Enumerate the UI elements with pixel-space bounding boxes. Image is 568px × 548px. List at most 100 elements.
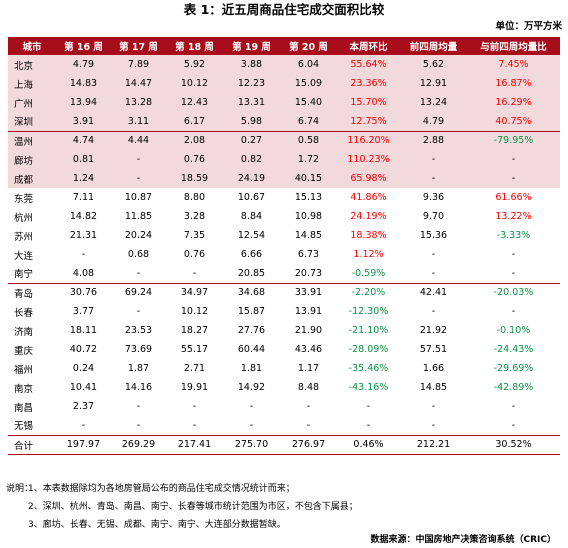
week19-cell: 275.70 (223, 434, 280, 455)
city-cell: 北京 (14, 60, 34, 72)
week16-cell: 10.41 (69, 382, 98, 393)
week16-cell: 14.82 (69, 211, 98, 222)
note-text: 3、廊坊、长春、无锡、成都、南宁、南宁、大连部分数据暂缺。 (28, 520, 286, 530)
avg4-cell: 4.79 (422, 115, 445, 127)
city-cell: 无锡 (14, 421, 34, 433)
week16-cell: 18.11 (69, 325, 98, 336)
wow-cell: 116.20% (337, 130, 400, 150)
table-row: 苏州 21.31 20.24 7.35 12.54 14.85 18.38% 15.36 -3.… (8, 226, 560, 245)
week20-cell: 6.73 (297, 249, 320, 260)
week19-cell: 1.81 (240, 363, 263, 374)
city-cell: 南昌 (14, 402, 34, 414)
week19-cell: 6.66 (240, 249, 263, 260)
week19-cell: 24.19 (237, 173, 266, 184)
avg4-cell: 14.85 (419, 382, 448, 393)
avg4-cell: 13.24 (419, 97, 448, 108)
vs-avg-cell: - (511, 306, 516, 317)
wow-cell: 23.36% (350, 78, 387, 89)
wow-cell: -2.20% (337, 282, 400, 302)
city-cell: 廊坊 (14, 155, 34, 167)
week20-cell: 15.40 (294, 97, 323, 108)
vs-avg-cell: 13.22% (495, 211, 532, 222)
table-title: 表 1：近五周商品住宅成交面积比较 (183, 2, 385, 17)
table-row: 廊坊 0.81 - 0.76 0.82 1.72 110.23% - - (8, 150, 560, 169)
city-cell: 上海 (14, 79, 34, 91)
wow-cell: -12.30% (348, 306, 389, 317)
week17-cell: 3.11 (127, 115, 150, 127)
week18-cell: - (192, 401, 197, 412)
avg4-cell: - (431, 401, 436, 412)
week18-cell: 18.59 (180, 173, 209, 184)
note-text: 1、本表数据除均为各地房管局公布的商品住宅成交情况统计而来； (28, 484, 295, 494)
wow-cell: 110.23% (347, 154, 390, 165)
week20-cell: 8.48 (297, 382, 320, 393)
vs-avg-cell: -79.95% (467, 130, 560, 150)
week17-cell: 7.89 (127, 59, 150, 70)
wow-cell: - (366, 401, 371, 412)
city-cell: 福州 (14, 364, 34, 376)
table-row: 杭州 14.82 11.85 3.28 8.84 10.98 24.19% 9.70 13.22… (8, 207, 560, 226)
avg4-cell: 9.36 (422, 192, 445, 203)
week16-cell: 197.97 (56, 434, 111, 455)
week20-cell: 6.74 (297, 115, 320, 127)
week20-cell: 21.90 (294, 325, 323, 336)
table-row: 无锡 - - - - - - - - (8, 416, 560, 435)
wow-cell: 18.38% (350, 230, 387, 241)
avg4-cell: 2.88 (400, 130, 467, 150)
city-cell: 成都 (14, 174, 34, 186)
city-cell: 温州 (8, 130, 56, 150)
table-row: 福州 0.24 1.87 2.71 1.81 1.17 -35.46% 1.66 -29.69% (8, 359, 560, 378)
table-row: 长春 3.77 - 10.12 15.87 13.91 -12.30% - - (8, 302, 560, 321)
wow-cell: 65.98% (350, 173, 387, 184)
city-cell: 苏州 (14, 231, 34, 243)
week17-cell: - (136, 419, 141, 431)
avg4-cell: 57.51 (419, 344, 448, 355)
avg4-cell: 15.36 (419, 230, 448, 241)
week16-cell: 4.74 (56, 130, 111, 150)
city-cell: 深圳 (14, 117, 34, 129)
wow-cell: 1.12% (353, 249, 384, 260)
week16-cell: 1.24 (72, 173, 95, 184)
vs-avg-cell: 40.75% (495, 115, 532, 127)
week19-cell: 5.98 (240, 115, 263, 127)
week19-cell: 8.84 (240, 211, 263, 222)
week20-cell: 10.98 (294, 211, 323, 222)
note-text: 2、深圳、杭州、青岛、南昌、南宁、长春等城市统计范围为市区，不包含下属县； (28, 502, 358, 512)
avg4-cell: - (431, 419, 436, 431)
week17-cell: 73.69 (124, 344, 153, 355)
week16-cell: 0.81 (72, 154, 95, 165)
week19-cell: 60.44 (237, 344, 266, 355)
week18-cell: 10.12 (180, 306, 209, 317)
col-header-week17: 第 17 周 (119, 42, 158, 53)
week18-cell: 55.17 (180, 344, 209, 355)
week18-cell: 10.12 (180, 78, 209, 89)
wow-cell: 0.46% (337, 434, 400, 455)
week16-cell: 21.31 (69, 230, 98, 241)
transaction-area-table: 城市 第 16 周 第 17 周 第 18 周 第 19 周 第 20 周 本周… (8, 37, 560, 455)
week19-cell: 34.68 (223, 282, 280, 302)
table-header-row: 城市 第 16 周 第 17 周 第 18 周 第 19 周 第 20 周 本周… (8, 37, 560, 55)
week18-cell: - (192, 267, 197, 279)
week18-cell: - (192, 419, 197, 431)
col-header-week18: 第 18 周 (175, 42, 214, 53)
week17-cell: 69.24 (111, 282, 166, 302)
week17-cell: 14.47 (124, 78, 153, 89)
week18-cell: 19.91 (180, 382, 209, 393)
week17-cell: 14.16 (124, 382, 153, 393)
wow-cell: 24.19% (350, 211, 387, 222)
vs-avg-cell: 16.87% (495, 78, 532, 89)
col-header-week16: 第 16 周 (64, 42, 103, 53)
week17-cell: 4.44 (111, 130, 166, 150)
vs-avg-cell: - (511, 154, 516, 165)
vs-avg-cell: - (511, 267, 516, 279)
week20-cell: 6.04 (297, 59, 320, 70)
week17-cell: 0.68 (127, 249, 150, 260)
week20-cell: 1.72 (297, 154, 320, 165)
avg4-cell: 5.62 (422, 59, 445, 70)
city-cell: 大连 (14, 250, 34, 262)
vs-avg-cell: - (511, 401, 516, 412)
city-cell: 合计 (8, 434, 56, 455)
week19-cell: 20.85 (237, 267, 266, 279)
week16-cell: 30.76 (56, 282, 111, 302)
week17-cell: - (136, 306, 141, 317)
